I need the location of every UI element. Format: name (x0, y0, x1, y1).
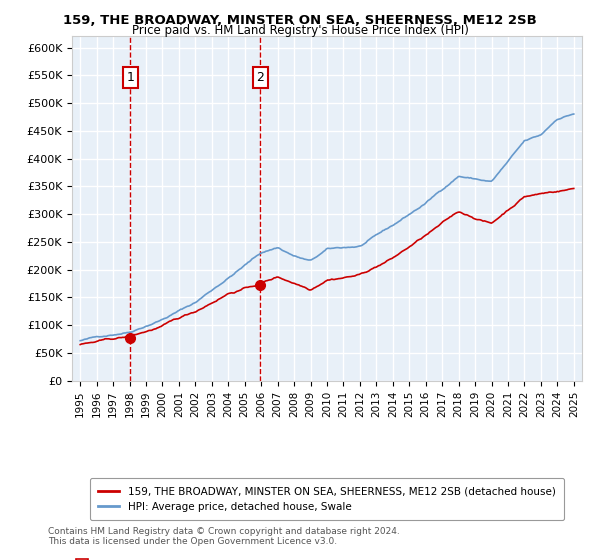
Text: 159, THE BROADWAY, MINSTER ON SEA, SHEERNESS, ME12 2SB: 159, THE BROADWAY, MINSTER ON SEA, SHEER… (63, 14, 537, 27)
Text: 2: 2 (256, 71, 264, 84)
Text: 1: 1 (127, 71, 134, 84)
Legend: 159, THE BROADWAY, MINSTER ON SEA, SHEERNESS, ME12 2SB (detached house), HPI: Av: 159, THE BROADWAY, MINSTER ON SEA, SHEER… (90, 478, 564, 520)
Text: Contains HM Land Registry data © Crown copyright and database right 2024.
This d: Contains HM Land Registry data © Crown c… (48, 526, 400, 546)
Text: Price paid vs. HM Land Registry's House Price Index (HPI): Price paid vs. HM Land Registry's House … (131, 24, 469, 36)
